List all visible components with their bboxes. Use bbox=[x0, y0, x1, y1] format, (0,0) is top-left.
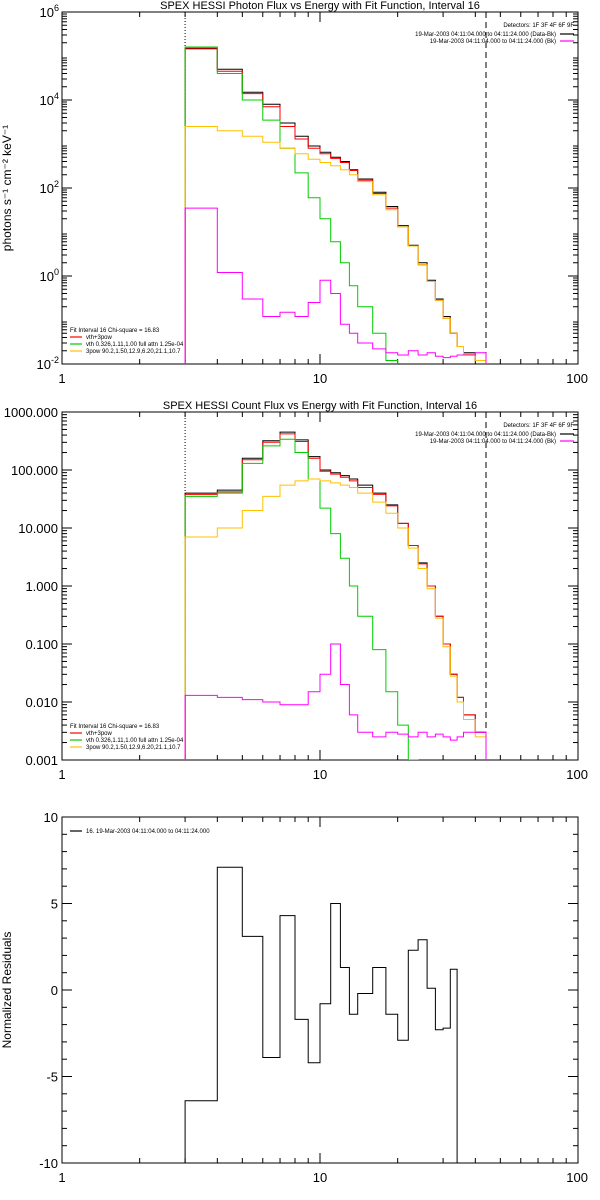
y-tick-exponent: -2 bbox=[51, 355, 59, 365]
y-tick-base: 10 bbox=[40, 181, 54, 196]
legend-left-header: Fit Interval 16 Chi-square = 16.83 bbox=[70, 724, 160, 730]
panel-1: SPEX HESSI Photon Flux vs Energy with Fi… bbox=[0, 0, 588, 386]
x-tick-label: 10 bbox=[313, 767, 327, 782]
panel-3: Normalized Residuals 1 10 100 -10 -5 0 5 10 16. 1… bbox=[0, 810, 588, 1185]
x-tick-label: 100 bbox=[566, 371, 588, 386]
series-vth-3pow bbox=[184, 48, 487, 364]
x-tick-label: 1 bbox=[58, 1170, 65, 1185]
y-tick-exponent: 0 bbox=[54, 267, 59, 277]
y-tick-label: 104 bbox=[40, 91, 59, 108]
series-3pow bbox=[184, 478, 487, 760]
series-vth bbox=[184, 46, 399, 364]
chart-title: SPEX HESSI Photon Flux vs Energy with Fi… bbox=[160, 0, 480, 12]
legend-left-label: 16. 19-Mar-2003 04:11:04.000 to 04:11:24… bbox=[86, 829, 210, 835]
legend-right-label: 19-Mar-2003 04:11:04.000 to 04:11:24.000… bbox=[415, 432, 556, 438]
y-tick-exponent: 6 bbox=[54, 3, 59, 13]
y-tick-label: -10 bbox=[39, 1156, 58, 1171]
x-tick-label: 10 bbox=[313, 371, 327, 386]
y-tick-label: 1000.000 bbox=[4, 405, 58, 420]
y-tick-label: 106 bbox=[40, 3, 59, 20]
legend-right-header: Detectors: 1F 3F 4F 6F 9F bbox=[503, 423, 574, 429]
y-tick-base: 10 bbox=[37, 357, 51, 372]
series-vth bbox=[184, 438, 419, 760]
series-bk bbox=[184, 207, 487, 364]
legend-left-label: 3pow 90.2,1.50,12.9,6.20,21.1,10.7 bbox=[86, 349, 181, 355]
plot-frame bbox=[61, 11, 579, 365]
series-data-bk bbox=[184, 431, 487, 760]
y-tick-base: 10 bbox=[40, 5, 54, 20]
y-tick-label: 100.000 bbox=[11, 463, 58, 478]
x-tick-label: 100 bbox=[566, 767, 588, 782]
y-tick-base: 10 bbox=[40, 269, 54, 284]
y-tick-exponent: 2 bbox=[54, 179, 59, 189]
x-tick-label: 1 bbox=[58, 767, 65, 782]
y-tick-label: 10-2 bbox=[37, 355, 59, 372]
y-tick-label: -5 bbox=[46, 1070, 58, 1085]
series-group bbox=[184, 46, 487, 364]
legend-right-label: 19-Mar-2003 04:11:04.000 to 04:11:24.000… bbox=[430, 39, 556, 45]
y-axis-label: Normalized Residuals bbox=[0, 932, 14, 1049]
legend-right-label: 19-Mar-2003 04:11:04.000 to 04:11:24.000… bbox=[430, 439, 556, 445]
x-tick-label: 1 bbox=[58, 371, 65, 386]
x-tick-label: 10 bbox=[313, 1170, 327, 1185]
series-group bbox=[184, 431, 487, 760]
panel-2: SPEX HESSI Count Flux vs Energy with Fit… bbox=[4, 400, 588, 782]
y-tick-label: 100 bbox=[40, 267, 59, 284]
legend-left-label: 3pow 90.2,1.50,12.9,6.20,21.1,10.7 bbox=[86, 745, 181, 751]
y-tick-label: 10.000 bbox=[18, 521, 58, 536]
legend-right-label: 19-Mar-2003 04:11:04.000 to 04:11:24.000… bbox=[415, 32, 556, 38]
y-tick-label: 0.001 bbox=[25, 753, 58, 768]
legend-left-label: vth 0.326,1.11,1.00 full attn 1.25e-04 bbox=[86, 738, 184, 744]
plot-frame bbox=[61, 816, 579, 1164]
y-tick-label: 102 bbox=[40, 179, 59, 196]
y-tick-label: 10 bbox=[44, 810, 58, 825]
y-tick-exponent: 4 bbox=[54, 91, 59, 101]
y-tick-label: 5 bbox=[51, 897, 58, 912]
legend-left-label: vth 0.326,1.11,1.00 full attn 1.25e-04 bbox=[86, 342, 184, 348]
legend-left-label: vth+3pow bbox=[86, 335, 113, 341]
y-tick-label: 0.100 bbox=[25, 637, 58, 652]
legend-right-header: Detectors: 1F 3F 4F 6F 9F bbox=[503, 23, 574, 29]
y-tick-label: 1.000 bbox=[25, 579, 58, 594]
y-axis-label: photons s⁻¹ cm⁻² keV⁻¹ bbox=[0, 125, 14, 251]
x-tick-label: 100 bbox=[566, 1170, 588, 1185]
series-vth-3pow bbox=[184, 433, 487, 760]
series-data-bk bbox=[184, 47, 487, 364]
y-tick-label: 0.010 bbox=[25, 695, 58, 710]
legend-left-label: vth+3pow bbox=[86, 731, 113, 737]
y-tick-label: 0 bbox=[51, 983, 58, 998]
chart-title: SPEX HESSI Count Flux vs Energy with Fit… bbox=[163, 400, 477, 412]
series-16-19-mar-2003-04-11-04-000-to-04-11-24-000 bbox=[184, 866, 458, 1163]
series-3pow bbox=[184, 126, 487, 364]
y-tick-base: 10 bbox=[40, 93, 54, 108]
series-group bbox=[184, 866, 458, 1163]
legend-left-header: Fit Interval 16 Chi-square = 16.83 bbox=[70, 328, 160, 334]
series-bk bbox=[184, 643, 487, 760]
